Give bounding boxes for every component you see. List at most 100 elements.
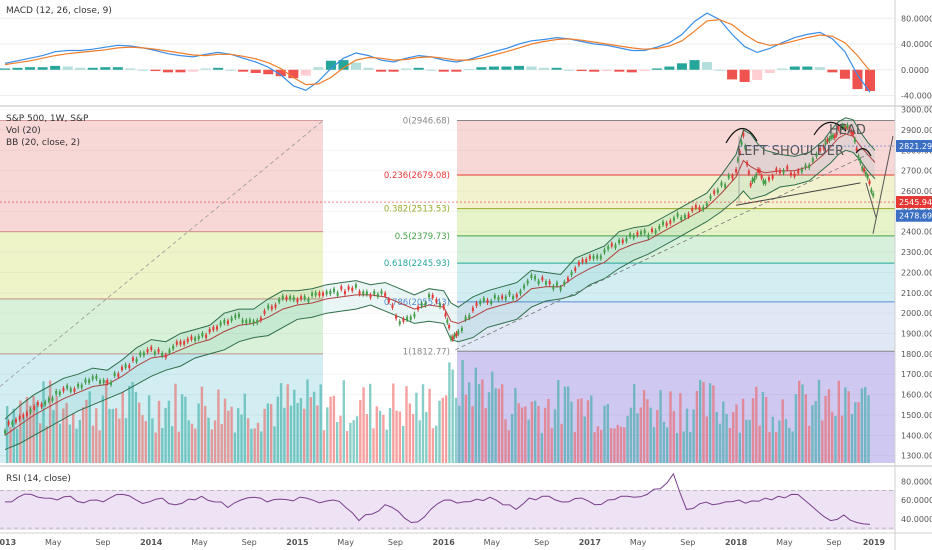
price-candle <box>179 341 182 345</box>
volume-bar <box>355 416 359 463</box>
volume-bar <box>811 405 814 463</box>
price-candle <box>811 158 814 162</box>
macd-histogram-bar <box>777 68 788 70</box>
fib-zone <box>457 120 895 175</box>
price-badge <box>896 209 932 222</box>
price-candle <box>252 320 255 324</box>
price-candle <box>139 352 142 356</box>
price-candle <box>680 216 683 221</box>
fib-zone <box>457 208 895 236</box>
price-candle <box>471 307 474 311</box>
volume-bar <box>514 388 517 463</box>
volume-bar <box>273 426 276 463</box>
volume-bar <box>646 399 649 463</box>
volume-bar <box>332 395 336 463</box>
price-candle <box>278 298 281 303</box>
volume-bar <box>540 432 543 463</box>
macd-histogram-bar <box>238 69 249 72</box>
price-candle <box>314 292 317 296</box>
volume-bar <box>25 396 29 463</box>
volume-bar <box>237 408 240 463</box>
volume-bar <box>791 431 794 463</box>
volume-bar <box>817 379 821 463</box>
price-candle <box>618 239 621 244</box>
price-candle <box>672 217 675 221</box>
volume-bar <box>768 432 771 463</box>
price-candle <box>640 231 643 235</box>
price-candle <box>665 222 668 227</box>
price-candle <box>482 298 485 302</box>
macd-histogram-bar <box>601 69 612 72</box>
volume-bar <box>15 428 19 463</box>
vol-indicator-label: Vol (20) <box>6 126 41 136</box>
fib-zone <box>0 120 323 232</box>
macd-histogram-bar <box>288 69 299 79</box>
volume-bar <box>741 398 745 463</box>
macd-histogram-bar <box>551 67 562 70</box>
fib-zone <box>457 263 895 302</box>
price-tick-label: 1700.00 <box>901 370 932 379</box>
volume-bar <box>722 401 725 463</box>
fib-zone <box>457 301 895 352</box>
macd-histogram-bar <box>363 67 374 70</box>
price-candle <box>563 281 566 285</box>
macd-tick-label: 80.0000 <box>901 14 932 23</box>
volume-bar <box>220 423 223 463</box>
volume-bar <box>227 410 230 463</box>
volume-bar <box>613 428 616 463</box>
price-candle <box>241 319 244 323</box>
price-candle <box>735 168 738 173</box>
volume-bar <box>22 417 25 463</box>
price-candle <box>460 327 463 332</box>
time-tick-label: 2015 <box>286 538 309 547</box>
volume-bar <box>141 415 144 463</box>
volume-bar <box>662 421 666 463</box>
head-arc <box>813 121 847 136</box>
price-candle <box>325 291 328 295</box>
volume-bar <box>345 431 349 463</box>
price-badge-label: 2821.29 <box>899 142 932 151</box>
price-tick-label: 1900.00 <box>901 330 932 339</box>
volume-bar <box>735 404 738 463</box>
macd-histogram-bar <box>401 68 412 70</box>
price-candle <box>857 155 860 159</box>
macd-histogram-bar <box>451 69 462 72</box>
price-candle <box>716 189 719 193</box>
volume-bar <box>609 428 613 463</box>
price-candle <box>296 298 299 303</box>
price-candle <box>55 390 58 395</box>
price-candle <box>727 174 730 178</box>
volume-bar <box>705 416 708 463</box>
volume-bar <box>246 418 250 463</box>
price-tick-label: 2600.00 <box>901 187 932 196</box>
price-candle <box>448 324 451 329</box>
rsi-line <box>5 472 871 525</box>
price-candle <box>669 220 672 224</box>
price-candle <box>804 164 807 169</box>
price-candle <box>29 409 32 413</box>
price-candle <box>369 294 372 298</box>
macd-line <box>4 12 871 93</box>
volume-bar <box>761 391 765 463</box>
volume-bar <box>157 400 161 463</box>
volume-bar <box>510 413 514 463</box>
price-candle <box>285 296 288 300</box>
volume-bar <box>699 379 702 463</box>
volume-bar <box>616 424 619 463</box>
volume-bar <box>253 428 256 463</box>
time-tick-label: May <box>337 538 354 547</box>
price-candle <box>172 345 175 350</box>
volume-bar <box>590 395 593 463</box>
macd-histogram-bar <box>225 69 236 71</box>
price-candle <box>793 173 796 177</box>
volume-bar <box>639 407 642 463</box>
macd-histogram-bar <box>100 67 111 70</box>
price-candle <box>51 397 54 401</box>
volume-bar <box>468 382 471 463</box>
price-candle <box>289 296 292 300</box>
volume-bar <box>200 386 204 463</box>
volume-bar <box>276 396 279 463</box>
volume-bar <box>48 380 52 463</box>
price-candle <box>18 416 21 420</box>
macd-tick-label: 0.0000 <box>901 66 929 75</box>
